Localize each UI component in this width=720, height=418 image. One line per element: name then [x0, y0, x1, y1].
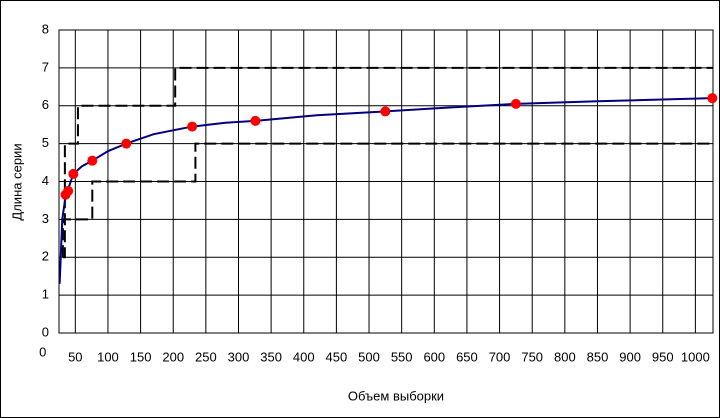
y-tick-label: 3	[42, 211, 49, 226]
x-tick-label: 350	[260, 349, 282, 364]
data-point	[250, 115, 261, 126]
x-tick-label: 650	[456, 349, 478, 364]
x-tick-label: 450	[326, 349, 348, 364]
y-tick-label: 1	[42, 287, 49, 302]
data-point	[63, 185, 74, 196]
x-axis-title: Объем выборки	[348, 388, 444, 403]
x-tick-label: 750	[521, 349, 543, 364]
x-tick-label: 950	[652, 349, 674, 364]
dashed-line	[62, 66, 713, 259]
y-tick-label: 6	[42, 97, 49, 112]
y-tick-label: 5	[42, 135, 49, 150]
data-point	[707, 93, 718, 104]
y-tick-label: 0	[42, 324, 49, 339]
x-tick-label: 900	[619, 349, 641, 364]
x-tick-label: 800	[554, 349, 576, 364]
x-tick-label: 700	[489, 349, 511, 364]
data-point	[380, 106, 391, 117]
data-point	[121, 138, 132, 149]
x-tick-label: 150	[130, 349, 152, 364]
x-tick-label: 200	[162, 349, 184, 364]
x-tick-label: 250	[195, 349, 217, 364]
x-tick-label: 850	[587, 349, 609, 364]
x-tick-label: 300	[228, 349, 250, 364]
x-tick-label: 100	[97, 349, 119, 364]
x-tick-label: 400	[293, 349, 315, 364]
y-tick-label: 7	[42, 59, 49, 74]
x-tick-label: 1000	[681, 349, 710, 364]
data-point	[187, 121, 198, 132]
x-tick-label: 600	[423, 349, 445, 364]
data-point	[87, 155, 98, 166]
data-point	[68, 168, 79, 179]
y-tick-label: 4	[42, 173, 49, 188]
y-axis-title: Длина серии	[9, 143, 24, 220]
y-tick-label: 2	[42, 249, 49, 264]
data-point	[510, 98, 521, 109]
y-tick-label: 8	[42, 21, 49, 36]
x-tick-label: 0	[39, 344, 46, 359]
x-tick-label: 500	[358, 349, 380, 364]
x-tick-label: 50	[68, 349, 82, 364]
x-tick-label: 550	[391, 349, 413, 364]
